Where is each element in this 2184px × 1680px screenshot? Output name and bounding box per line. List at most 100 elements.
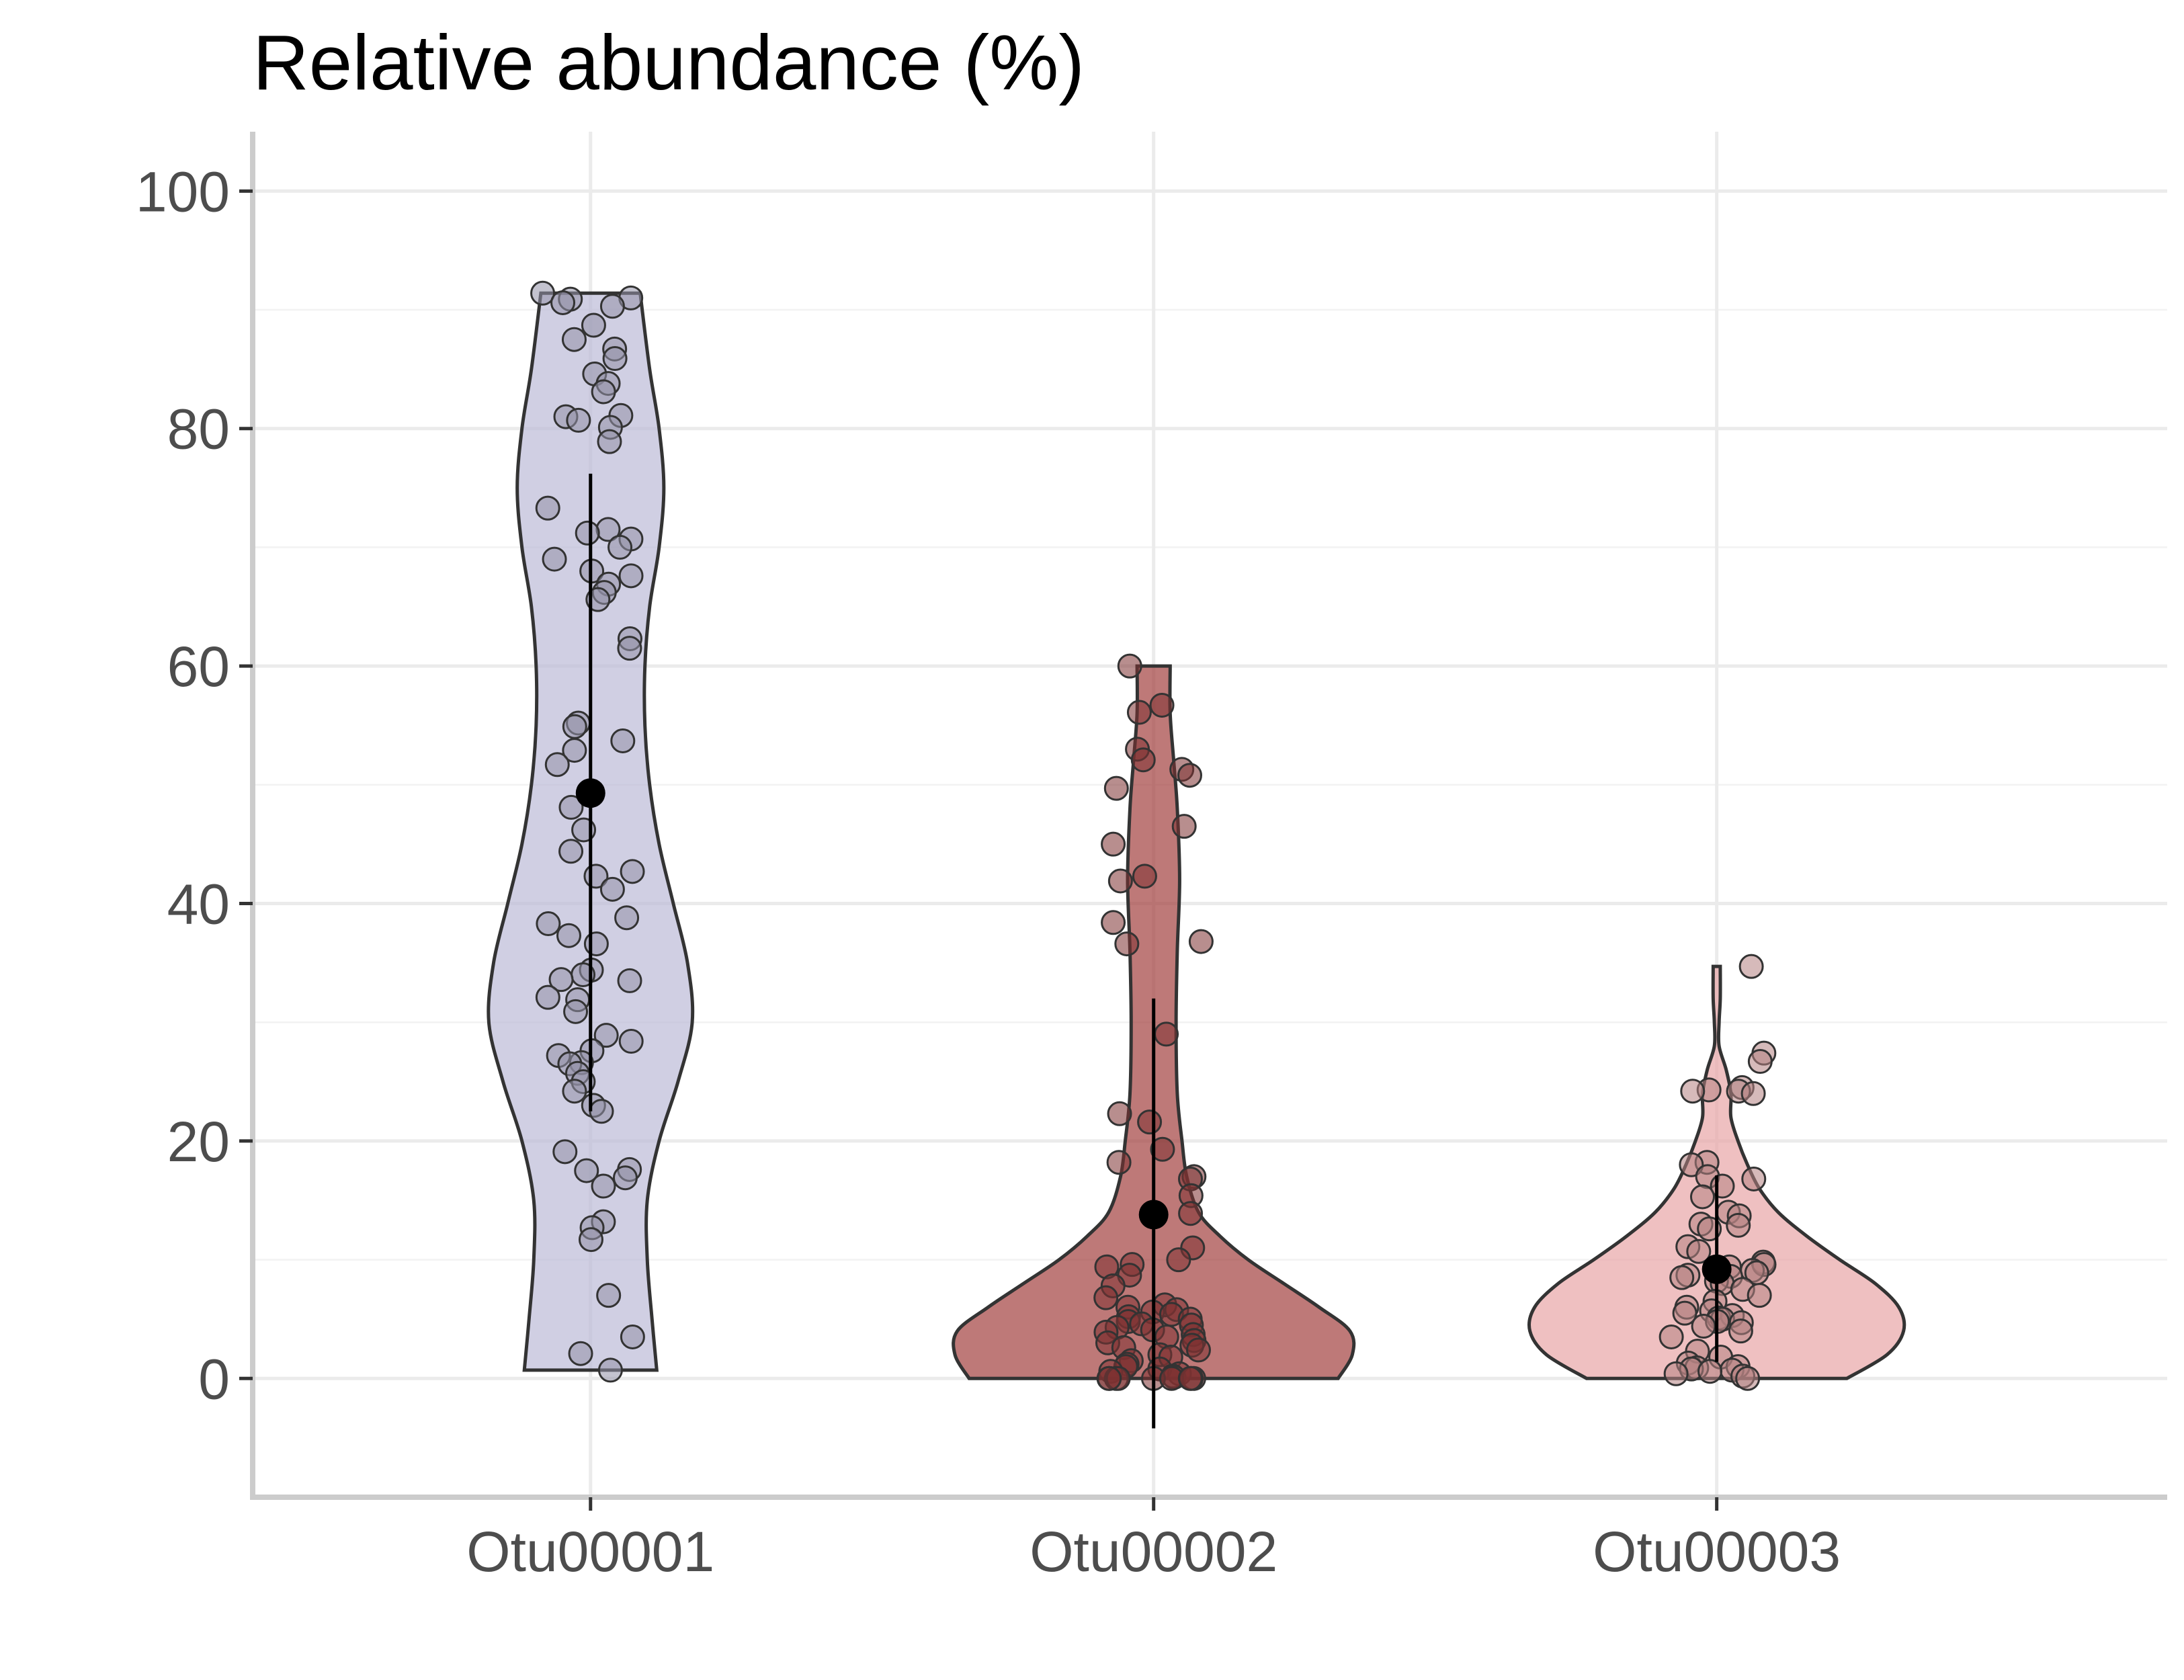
data-point-Otu00003 bbox=[1658, 1324, 1684, 1349]
y-tick-label: 80 bbox=[167, 398, 230, 461]
data-point-Otu00003 bbox=[1726, 1212, 1751, 1238]
y-tick-label: 100 bbox=[136, 160, 230, 223]
data-point-Otu00001 bbox=[558, 794, 584, 820]
data-point-Otu00002 bbox=[1166, 1247, 1191, 1273]
mean-point-Otu00002 bbox=[1138, 1200, 1169, 1230]
data-point-Otu00001 bbox=[607, 534, 633, 560]
data-point-Otu00001 bbox=[550, 290, 576, 315]
data-point-Otu00002 bbox=[1177, 1366, 1203, 1391]
data-point-Otu00001 bbox=[562, 1079, 587, 1104]
mean-point-Otu00001 bbox=[575, 778, 605, 808]
data-point-Otu00001 bbox=[597, 429, 622, 454]
data-point-Otu00001 bbox=[544, 752, 570, 778]
data-point-Otu00003 bbox=[1686, 1238, 1712, 1264]
data-point-Otu00002 bbox=[1137, 1109, 1163, 1135]
data-point-Otu00001 bbox=[620, 1324, 645, 1349]
data-point-Otu00002 bbox=[1178, 1201, 1204, 1226]
data-point-Otu00002 bbox=[1107, 868, 1133, 894]
data-point-Otu00003 bbox=[1747, 1049, 1773, 1075]
data-point-Otu00001 bbox=[591, 379, 616, 405]
data-point-Otu00001 bbox=[552, 1139, 578, 1165]
data-point-Otu00002 bbox=[1150, 1136, 1175, 1162]
data-point-Otu00002 bbox=[1097, 1366, 1122, 1391]
data-point-Otu00001 bbox=[599, 876, 625, 902]
data-point-Otu00001 bbox=[614, 905, 640, 931]
data-point-Otu00002 bbox=[1177, 763, 1202, 788]
mean-sd-summaries bbox=[575, 473, 1732, 1429]
data-point-Otu00001 bbox=[618, 1028, 644, 1054]
y-tick-label: 0 bbox=[198, 1347, 230, 1411]
data-point-Otu00001 bbox=[617, 968, 642, 993]
data-point-Otu00003 bbox=[1680, 1079, 1706, 1104]
data-point-Otu00003 bbox=[1691, 1314, 1716, 1339]
x-tick-label: Otu00003 bbox=[1593, 1520, 1841, 1583]
data-point-Otu00003 bbox=[1728, 1318, 1753, 1344]
data-point-Otu00002 bbox=[1149, 692, 1175, 718]
data-point-Otu00001 bbox=[617, 636, 642, 661]
data-point-Otu00001 bbox=[561, 327, 587, 352]
data-point-Otu00001 bbox=[562, 714, 587, 739]
data-point-Otu00002 bbox=[1185, 1337, 1211, 1363]
data-point-Otu00001 bbox=[618, 563, 644, 589]
data-point-Otu00002 bbox=[1106, 1150, 1132, 1175]
data-point-Otu00001 bbox=[578, 1227, 603, 1253]
data-point-Otu00001 bbox=[589, 1099, 614, 1124]
data-point-Otu00002 bbox=[1117, 653, 1142, 679]
data-point-Otu00003 bbox=[1672, 1300, 1697, 1326]
data-point-Otu00001 bbox=[536, 911, 561, 937]
data-point-Otu00001 bbox=[597, 1357, 623, 1383]
data-point-Otu00001 bbox=[568, 1341, 593, 1366]
axes: 0 20 40 60 80 100 Otu00001 Otu00002 Otu00003 bbox=[136, 132, 2167, 1583]
data-point-Otu00003 bbox=[1663, 1361, 1689, 1386]
data-point-Otu00001 bbox=[583, 931, 609, 957]
data-point-Otu00003 bbox=[1741, 1166, 1767, 1191]
data-point-Otu00001 bbox=[591, 1173, 616, 1199]
data-point-Otu00002 bbox=[1126, 700, 1152, 725]
x-tick-label: Otu00001 bbox=[466, 1520, 714, 1583]
mean-point-Otu00003 bbox=[1702, 1254, 1732, 1284]
data-point-Otu00002 bbox=[1132, 864, 1157, 889]
data-point-Otu00002 bbox=[1114, 931, 1140, 957]
data-point-Otu00001 bbox=[602, 345, 628, 371]
data-point-Otu00001 bbox=[563, 999, 589, 1024]
data-point-Otu00002 bbox=[1154, 1021, 1179, 1047]
data-point-Otu00001 bbox=[535, 495, 560, 521]
jitter-points bbox=[530, 280, 1777, 1391]
data-point-Otu00001 bbox=[548, 967, 574, 993]
data-point-Otu00001 bbox=[562, 738, 587, 763]
y-tick-label: 20 bbox=[167, 1110, 230, 1173]
data-point-Otu00001 bbox=[556, 923, 581, 948]
data-point-Otu00001 bbox=[593, 1023, 619, 1048]
y-tick-label: 60 bbox=[167, 635, 230, 698]
data-point-Otu00002 bbox=[1101, 831, 1126, 857]
data-point-Otu00001 bbox=[530, 280, 556, 306]
data-point-Otu00001 bbox=[574, 1158, 599, 1183]
data-point-Otu00002 bbox=[1130, 747, 1156, 773]
data-point-Otu00001 bbox=[610, 728, 636, 753]
data-point-Otu00002 bbox=[1171, 814, 1197, 839]
data-point-Otu00001 bbox=[575, 520, 600, 546]
data-point-Otu00001 bbox=[535, 984, 560, 1010]
data-point-Otu00002 bbox=[1188, 929, 1214, 954]
y-tick-label: 40 bbox=[167, 873, 230, 936]
data-point-Otu00003 bbox=[1735, 1366, 1761, 1391]
data-point-Otu00003 bbox=[1697, 1359, 1723, 1384]
data-point-Otu00003 bbox=[1740, 1081, 1766, 1106]
data-point-Otu00003 bbox=[1738, 954, 1764, 979]
data-point-Otu00001 bbox=[581, 312, 606, 338]
data-point-Otu00001 bbox=[566, 407, 591, 433]
data-point-Otu00002 bbox=[1093, 1285, 1119, 1310]
data-point-Otu00001 bbox=[558, 839, 584, 864]
data-point-Otu00002 bbox=[1101, 910, 1126, 935]
data-point-Otu00001 bbox=[596, 1283, 622, 1308]
data-point-Otu00001 bbox=[542, 546, 567, 572]
data-point-Otu00002 bbox=[1103, 775, 1129, 801]
data-point-Otu00001 bbox=[612, 1165, 638, 1191]
data-point-Otu00002 bbox=[1107, 1101, 1132, 1126]
data-point-Otu00003 bbox=[1689, 1184, 1715, 1210]
data-point-Otu00001 bbox=[599, 294, 625, 319]
data-point-Otu00003 bbox=[1747, 1283, 1772, 1308]
chart-title: Relative abundance (%) bbox=[253, 19, 1085, 106]
data-point-Otu00001 bbox=[585, 587, 611, 612]
